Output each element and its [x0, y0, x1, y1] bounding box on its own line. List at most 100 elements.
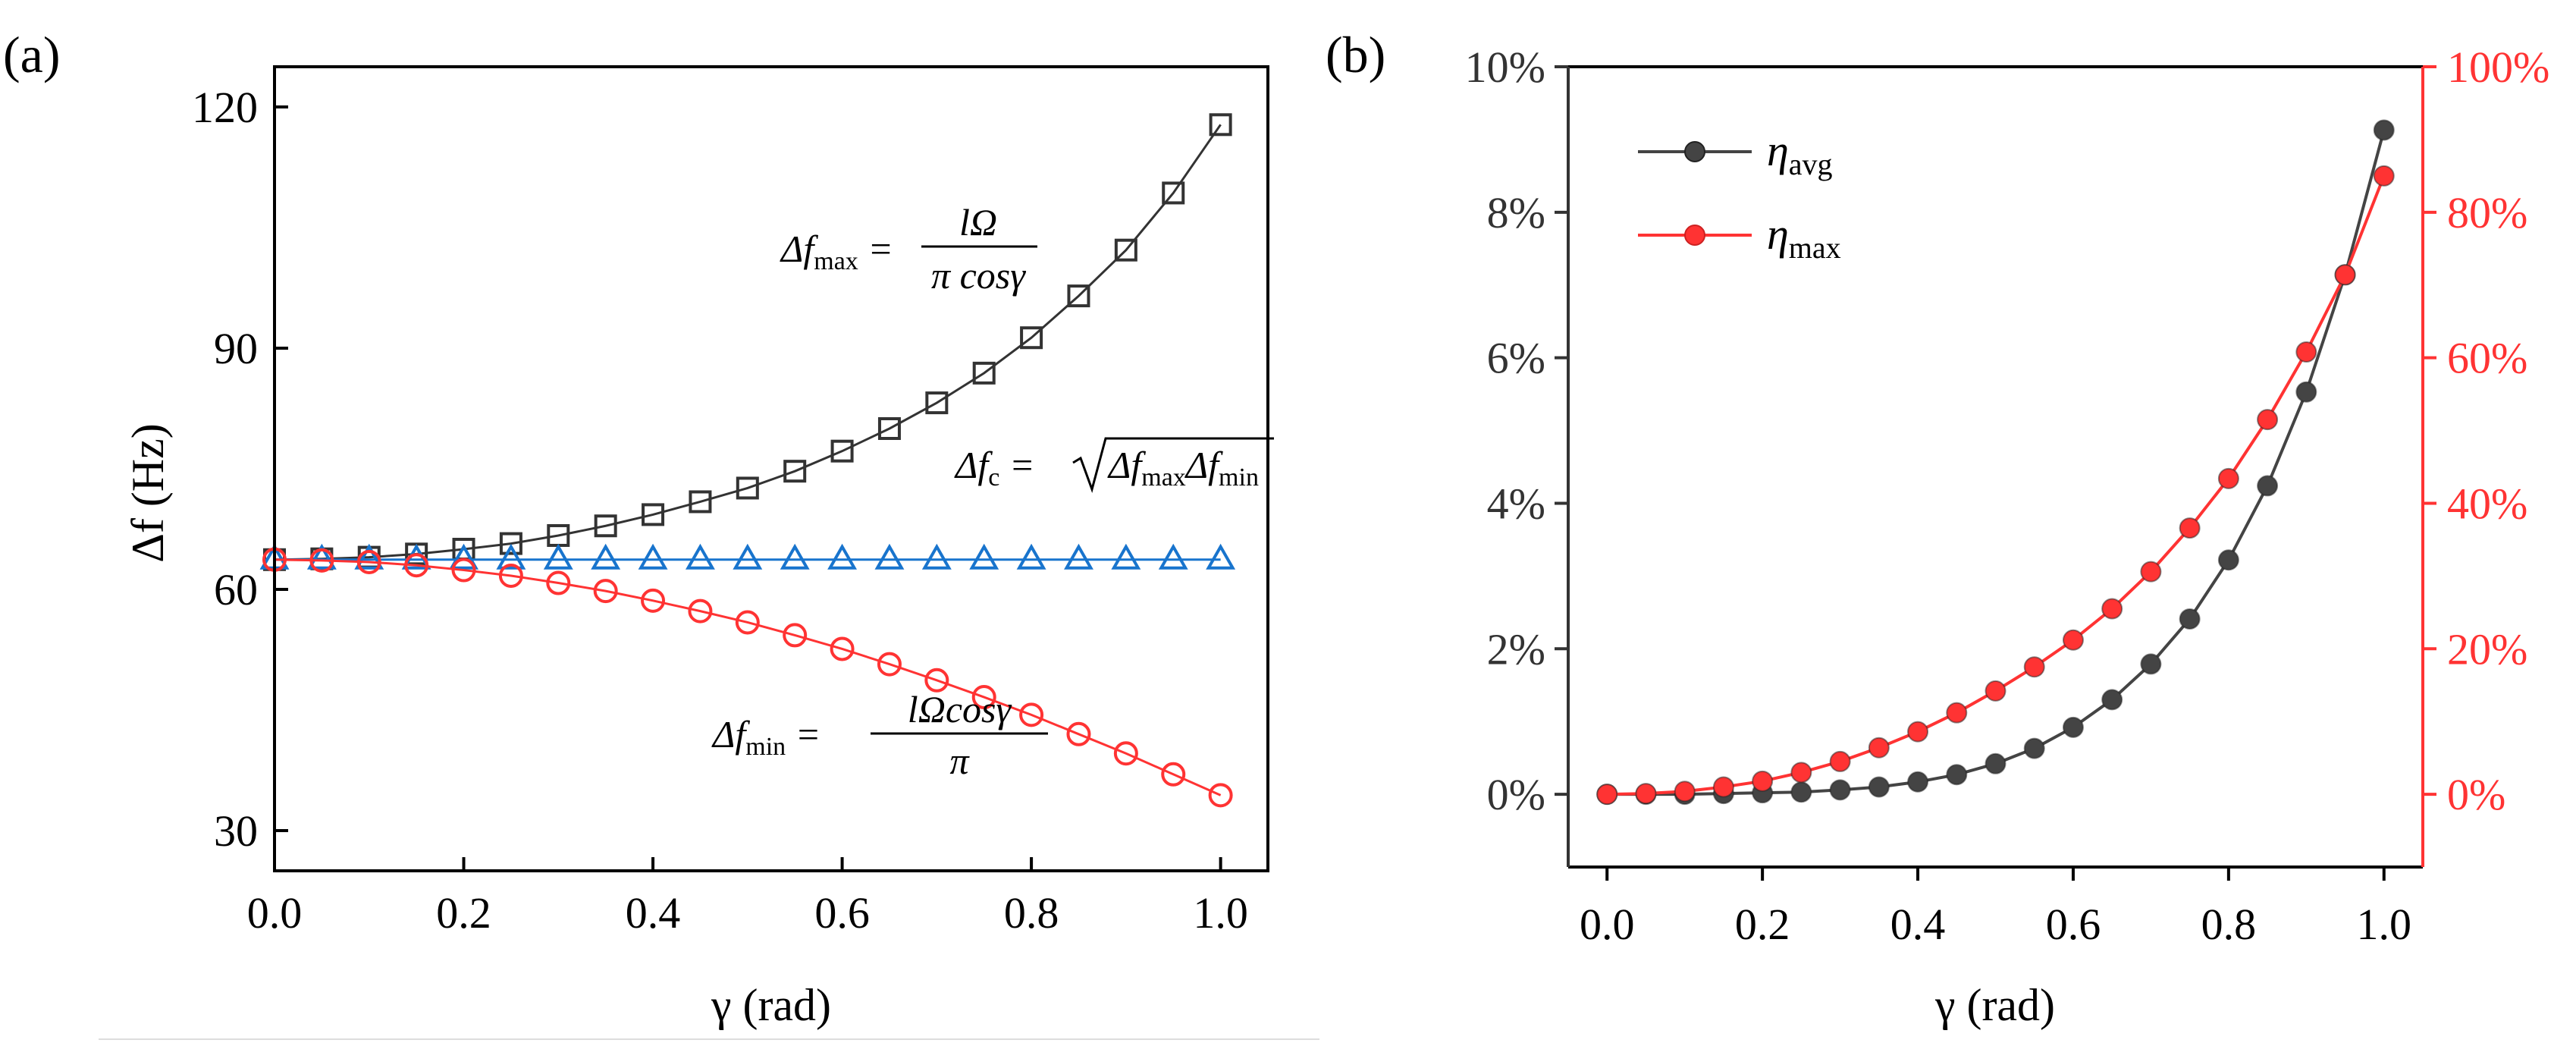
series-eta_avg-point	[1907, 771, 1929, 793]
panel-b-x-tick-label: 0.0	[1580, 900, 1635, 949]
series-fc-point	[1016, 543, 1046, 570]
panel-b: (b) 0.0 0.2 0.4 0.6 0.8 1.0 0% 2% 4% 6% 8% 10% 0% 2…	[1326, 26, 2549, 1030]
panel-a-y-tick-label: 60	[214, 565, 258, 614]
series-fmin-point	[924, 668, 949, 693]
eq-fc-radicand: ΔfmaxΔfmin	[1107, 444, 1259, 492]
series-fmin-point	[1161, 762, 1186, 787]
eq-fc-sqrt-sign	[1072, 437, 1274, 493]
series-fmin-point	[1066, 721, 1091, 746]
series-fmax-point	[1067, 284, 1090, 308]
panel-b-x-tick-label: 1.0	[2357, 900, 2412, 949]
panel-b-right-tick-label: 0%	[2447, 770, 2505, 819]
series-fmin-point	[1113, 741, 1138, 766]
panel-a-label: (a)	[3, 26, 60, 83]
series-eta_avg-point	[1946, 764, 1968, 786]
series-eta_max-point	[2140, 561, 2162, 583]
panel-b-x-tick-label: 0.6	[2046, 900, 2101, 949]
series-fmax-point	[830, 439, 854, 463]
series-fc-point	[496, 543, 526, 570]
series-eta_avg-point	[1985, 752, 2007, 774]
series-eta_max-point	[1946, 702, 1968, 724]
series-fc-point	[827, 543, 858, 570]
panel-a-x-tick-label: 1.0	[1193, 888, 1248, 938]
panel-b-right-y-ticks: 0% 20% 40% 60% 80% 100%	[2423, 42, 2549, 819]
series-fmin-point	[404, 553, 429, 578]
eq-fmin-lhs: Δfmin =	[711, 713, 820, 761]
panel-b-legend: ηavg ηmax	[1638, 126, 1841, 265]
series-fmax-line	[274, 124, 1222, 561]
eq-fmax-numerator: lΩ	[959, 201, 997, 243]
series-fmax-point	[1209, 113, 1232, 137]
series-eta_max-point	[2062, 629, 2084, 651]
series-eta_max-point	[1985, 680, 2007, 702]
series-fc-point	[638, 543, 668, 570]
panel-b-left-tick-label: 10%	[1465, 42, 1545, 92]
panel-b-x-tick-label: 0.8	[2201, 900, 2257, 949]
legend-eta-avg-label: ηavg	[1767, 126, 1833, 181]
series-eta_avg-point	[2257, 475, 2279, 497]
series-fmin-point	[971, 685, 996, 710]
series-eta_avg-point	[2062, 716, 2084, 738]
panel-a-x-tick-label: 0.4	[626, 888, 681, 938]
panel-a-y-ticks: 30 60 90 120	[192, 83, 288, 856]
series-fmax-point	[1020, 326, 1043, 350]
series-fc-point	[1158, 543, 1188, 570]
series-fmin-point	[309, 548, 334, 573]
series-eta_max-point	[2334, 264, 2356, 286]
series-fc-point	[685, 543, 715, 570]
equation-fc: Δfc = ΔfmaxΔfmin	[954, 437, 1274, 493]
panel-b-label: (b)	[1326, 26, 1385, 83]
panel-a-x-tick-label: 0.2	[436, 888, 491, 938]
series-eta_max-point	[1712, 776, 1734, 798]
series-fc-point	[733, 543, 763, 570]
eq-fmax-denominator: π cosγ	[931, 254, 1026, 297]
series-eta_max-point	[1829, 750, 1851, 772]
equation-fmax: Δfmax = lΩ π cosγ	[780, 201, 1037, 297]
series-eta_avg-point	[2101, 689, 2123, 711]
series-fmin-point	[356, 549, 381, 574]
series-fc-point	[1111, 543, 1141, 570]
panel-a-x-tick-label: 0.6	[814, 888, 870, 938]
series-eta_avg-point	[2179, 608, 2201, 630]
series-fmax-point	[783, 460, 807, 483]
panel-b-x-tick-label: 0.4	[1890, 900, 1946, 949]
series-eta_avg-point	[1829, 779, 1851, 801]
series-fc-point	[449, 543, 478, 570]
series-fmax-point	[736, 476, 759, 500]
panel-a-x-ticks: 0.0 0.2 0.4 0.6 0.8 1.0	[247, 857, 1248, 938]
series-fmax-point	[925, 391, 949, 415]
series-fmax-point	[972, 361, 996, 385]
series-eta_max-point	[1635, 783, 1657, 805]
series-eta_max-point	[1790, 762, 1812, 784]
series-fc-point	[780, 543, 810, 570]
series-fmin-point	[688, 598, 713, 624]
eq-fmin-numerator: lΩcosγ	[908, 688, 1012, 730]
series-fc-point	[354, 543, 384, 570]
panel-b-x-ticks: 0.0 0.2 0.4 0.6 0.8 1.0	[1580, 867, 2411, 949]
series-fmax-point	[1114, 238, 1137, 262]
panel-a-plot-frame	[273, 65, 1269, 872]
series-fmin-point	[451, 558, 476, 583]
panel-b-right-tick-label: 80%	[2447, 188, 2527, 237]
panel-a-x-tick-label: 0.0	[247, 888, 303, 938]
series-fc-point	[874, 543, 905, 570]
series-eta_avg-point	[2373, 119, 2395, 141]
panel-b-left-tick-label: 0%	[1487, 770, 1545, 819]
series-eta_max-point	[2179, 517, 2201, 539]
series-fc-point	[543, 543, 573, 570]
series-eta_max-point	[2373, 165, 2395, 187]
series-fmin-point	[735, 610, 760, 635]
series-eta_max-point	[1868, 737, 1890, 759]
series-fmax-point	[499, 532, 522, 555]
legend-eta-max-marker	[1684, 225, 1705, 246]
series-eta_max-point	[1907, 721, 1929, 743]
panel-a-y-tick-label: 120	[192, 83, 258, 132]
panel-b-x-tick-label: 0.2	[1735, 900, 1790, 949]
panel-b-x-axis-label: γ (rad)	[1934, 980, 2055, 1030]
series-fmax-point	[642, 503, 665, 526]
eq-fmin-denominator: π	[949, 740, 970, 782]
series-fmin-point	[1208, 783, 1233, 808]
series-eta_avg-point	[2217, 549, 2239, 571]
panel-a-x-axis-label: γ (rad)	[711, 980, 831, 1030]
